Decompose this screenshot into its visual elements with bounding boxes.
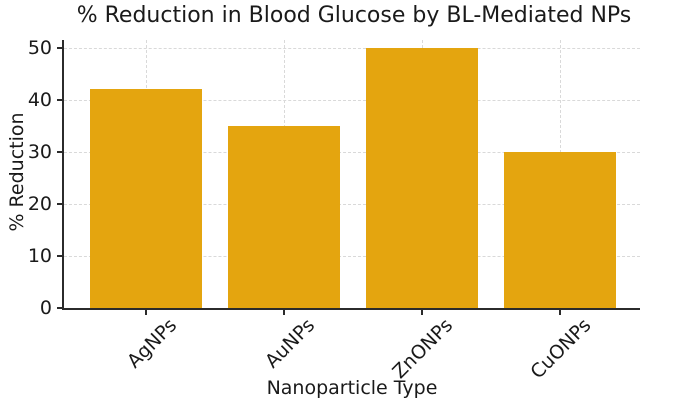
y-tick-mark-50 (57, 46, 62, 49)
bar-AgNPs (90, 89, 202, 308)
x-tick-mark-AgNPs (145, 310, 147, 315)
bar-AuNPs (228, 125, 340, 308)
x-tick-mark-AuNPs (283, 310, 285, 315)
bar-ZnONPs (366, 47, 478, 308)
y-tick-mark-40 (57, 98, 62, 101)
x-axis-label: Nanoparticle Type (266, 377, 438, 399)
y-tick-label: 20 (27, 192, 52, 215)
x-tick-label-text: ZnONPs (388, 314, 457, 384)
y-tick-mark-20 (57, 202, 62, 205)
y-tick-label: 30 (27, 140, 52, 163)
h-gridline-40 (64, 99, 640, 101)
x-tick-mark-CuONPs (559, 310, 561, 315)
y-tick-label: 10 (27, 244, 52, 267)
y-tick-label: 50 (27, 36, 52, 59)
y-tick-label: 0 (39, 297, 52, 319)
y-tick-label: 40 (27, 88, 52, 111)
y-tick-mark-10 (57, 254, 62, 257)
h-gridline-20 (64, 203, 640, 205)
x-tick-label-text: CuONPs (525, 314, 595, 384)
plot-area (62, 40, 640, 310)
x-tick-label-text: AgNPs (122, 314, 181, 373)
x-tick-mark-ZnONPs (421, 310, 423, 315)
chart-title: % Reduction in Blood Glucose by BL-Media… (76, 3, 632, 28)
h-gridline-30 (64, 151, 640, 153)
h-gridline-10 (64, 255, 640, 257)
bar-CuONPs (504, 151, 616, 308)
y-tick-mark-30 (57, 150, 62, 153)
y-tick-mark-0 (57, 307, 62, 309)
x-tick-label-text: AuNPs (260, 314, 319, 373)
h-gridline-50 (64, 47, 640, 49)
